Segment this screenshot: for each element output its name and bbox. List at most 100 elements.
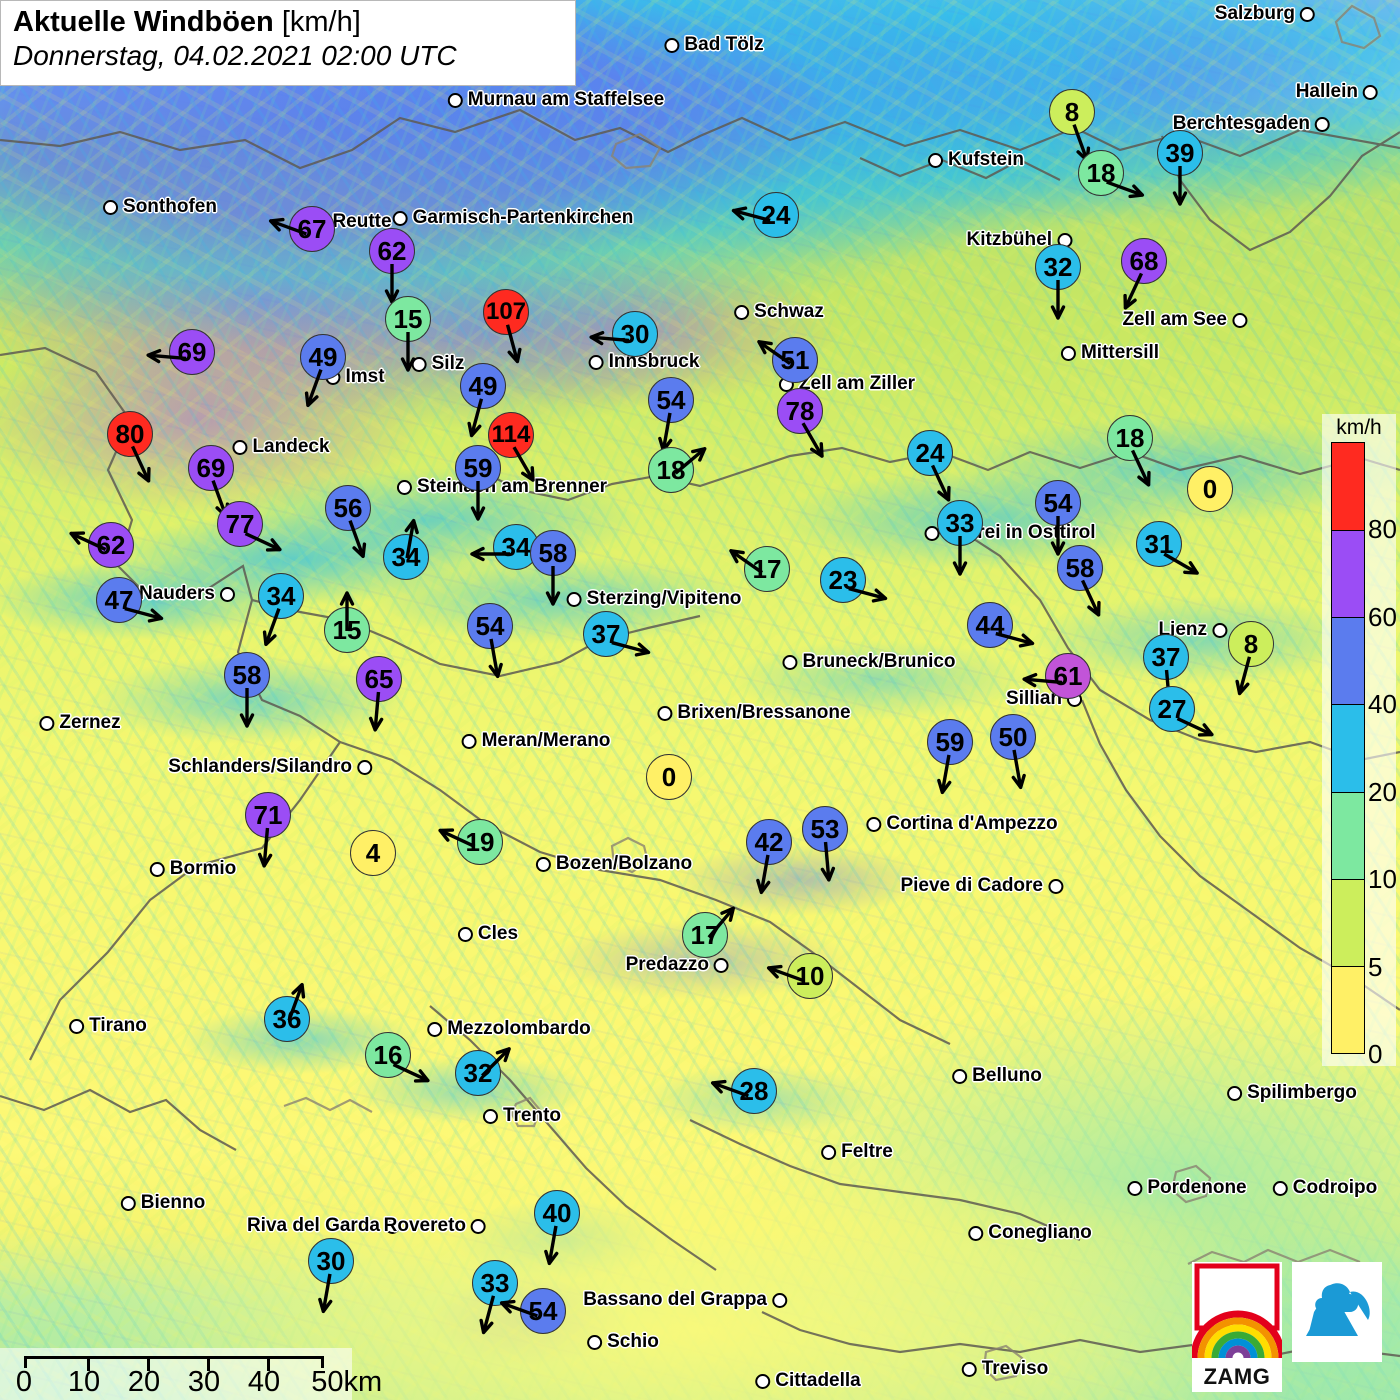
wind-station-marker[interactable]: 40 [534, 1190, 580, 1266]
wind-station-marker[interactable]: 56 [325, 485, 371, 559]
city-label: Feltre [841, 1141, 893, 1162]
city-dot-icon [396, 479, 412, 495]
city-label: Hallein [1295, 81, 1358, 102]
wind-station-marker[interactable]: 23 [820, 557, 888, 603]
wind-gust-value: 32 [455, 1050, 501, 1096]
city-marker: Nauders [139, 583, 235, 605]
wind-station-marker[interactable]: 18 [1107, 415, 1153, 487]
city-dot-icon [714, 957, 729, 973]
wind-gust-value: 107 [483, 289, 529, 335]
city-label: Zernez [59, 712, 121, 733]
wind-station-marker[interactable]: 17 [729, 546, 790, 592]
wind-station-marker[interactable]: 53 [802, 806, 848, 882]
wind-station-marker[interactable]: 69 [146, 329, 215, 375]
wind-station-marker[interactable]: 36 [264, 982, 310, 1042]
wind-station-marker[interactable]: 58 [224, 652, 270, 728]
wind-station-marker[interactable]: 44 [967, 602, 1035, 648]
city-marker: Treviso [961, 1358, 1048, 1380]
wind-station-marker[interactable]: 61 [1022, 653, 1091, 699]
wind-station-marker[interactable]: 17 [682, 906, 735, 958]
wind-station-marker[interactable]: 54 [467, 603, 513, 679]
wind-station-marker[interactable]: 10 [766, 953, 833, 999]
wind-station-marker[interactable]: 18 [648, 447, 707, 493]
wind-station-marker[interactable]: 8 [1228, 621, 1274, 696]
city-marker: Sterzing/Vipiteno [566, 588, 741, 610]
wind-station-marker[interactable]: 54 [1035, 480, 1081, 556]
wind-station-marker[interactable]: 24 [907, 430, 953, 502]
wind-station-marker[interactable]: 65 [356, 656, 402, 732]
wind-gust-value: 59 [927, 719, 973, 765]
city-marker: Cles [457, 923, 518, 945]
wind-station-marker[interactable]: 15 [324, 591, 370, 653]
wind-station-marker[interactable]: 33 [472, 1260, 518, 1335]
wind-station-marker[interactable]: 54 [648, 377, 694, 453]
wind-station-marker[interactable]: 31 [1136, 521, 1199, 575]
city-label: Schio [607, 1331, 659, 1352]
city-label: Silz [431, 353, 465, 374]
wind-gust-value: 18 [648, 447, 694, 493]
wind-station-marker[interactable]: 62 [69, 522, 134, 568]
wind-station-marker[interactable]: 32 [1035, 244, 1081, 320]
city-dot-icon [961, 1361, 977, 1377]
city-label: Steinach am Brenner [416, 476, 608, 497]
wind-station-marker[interactable]: 37 [583, 611, 651, 657]
scale-tick [207, 1359, 210, 1371]
wind-station-marker[interactable]: 67 [268, 206, 335, 252]
zamg-logo: ZAMG [1190, 1262, 1286, 1392]
wind-station-marker[interactable]: 34 [258, 573, 304, 647]
wind-station-marker[interactable]: 59 [455, 445, 501, 521]
wind-station-marker[interactable]: 71 [245, 792, 291, 868]
wind-station-marker[interactable]: 15 [385, 296, 431, 372]
wind-station-marker[interactable]: 34 [383, 518, 429, 580]
wind-station-marker[interactable]: 32 [455, 1047, 511, 1096]
wind-station-marker[interactable]: 58 [530, 530, 576, 606]
wind-station-marker[interactable]: 107 [483, 289, 529, 364]
scale-tick [267, 1359, 270, 1371]
wind-station-marker[interactable]: 19 [438, 819, 503, 865]
wind-station-marker[interactable]: 77 [217, 501, 282, 552]
wind-station-marker[interactable]: 78 [777, 388, 824, 458]
wind-station-marker[interactable]: 69 [188, 445, 234, 519]
wind-station-marker[interactable]: 33 [937, 500, 983, 576]
wind-station-marker[interactable]: 58 [1057, 545, 1103, 617]
wind-station-marker[interactable]: 0 [646, 754, 692, 800]
wind-station-marker[interactable]: 0 [1187, 466, 1233, 512]
wind-gust-value: 44 [967, 602, 1013, 648]
wind-station-marker[interactable]: 18 [1078, 150, 1145, 199]
wind-gust-value: 34 [383, 534, 429, 580]
wind-station-marker[interactable]: 24 [731, 192, 799, 238]
wind-station-marker[interactable]: 30 [589, 311, 658, 357]
city-dot-icon [657, 705, 673, 721]
wind-station-marker[interactable]: 4 [350, 830, 396, 876]
wind-station-marker[interactable]: 49 [460, 363, 506, 438]
wind-station-marker[interactable]: 68 [1121, 238, 1167, 310]
wind-station-marker[interactable]: 47 [96, 577, 164, 623]
city-marker: Mezzolombardo [427, 1018, 591, 1040]
wind-station-marker[interactable]: 8 [1049, 89, 1095, 163]
wind-station-marker[interactable]: 62 [369, 228, 415, 304]
wind-station-marker[interactable]: 49 [300, 334, 346, 408]
city-dot-icon [482, 1108, 498, 1124]
wind-station-marker[interactable]: 50 [990, 714, 1036, 790]
wind-station-marker[interactable]: 80 [107, 411, 153, 483]
wind-station-marker[interactable]: 54 [499, 1288, 566, 1334]
wind-station-marker[interactable]: 39 [1157, 130, 1203, 206]
wind-station-marker[interactable]: 51 [757, 337, 818, 383]
wind-station-marker[interactable]: 37 [1143, 634, 1189, 710]
legend-band [1332, 443, 1364, 531]
city-dot-icon [952, 1068, 968, 1084]
wind-station-marker[interactable]: 16 [365, 1032, 430, 1083]
wind-gust-value: 30 [612, 311, 658, 357]
wind-gust-value: 30 [308, 1238, 354, 1284]
city-marker: Brixen/Bressanone [657, 702, 851, 724]
legend-tick-label: 0 [1368, 1039, 1383, 1069]
wind-station-marker[interactable]: 59 [927, 719, 973, 795]
city-dot-icon [1212, 622, 1227, 638]
wind-station-marker[interactable]: 30 [308, 1238, 354, 1314]
wind-station-marker[interactable]: 42 [746, 819, 792, 895]
wind-station-marker[interactable]: 27 [1149, 686, 1214, 737]
wind-gust-value: 58 [1057, 545, 1103, 591]
wind-station-marker[interactable]: 28 [710, 1068, 777, 1114]
wind-gust-value: 54 [1035, 480, 1081, 526]
blue-mountain-cloud-icon [1306, 1283, 1370, 1336]
